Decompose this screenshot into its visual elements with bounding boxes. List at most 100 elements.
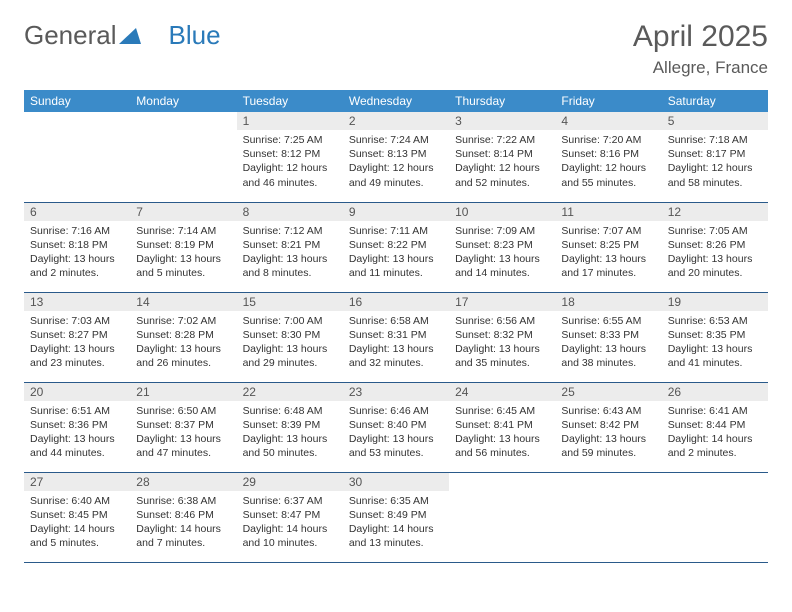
day-data: Sunrise: 6:45 AMSunset: 8:41 PMDaylight:…: [449, 401, 555, 465]
daylight-text-1: Daylight: 14 hours: [349, 522, 443, 536]
daylight-text-2: and 49 minutes.: [349, 176, 443, 190]
calendar-day-cell: 5Sunrise: 7:18 AMSunset: 8:17 PMDaylight…: [662, 112, 768, 202]
calendar-day-cell: 19Sunrise: 6:53 AMSunset: 8:35 PMDayligh…: [662, 292, 768, 382]
day-number: 22: [237, 383, 343, 401]
sunrise-text: Sunrise: 7:02 AM: [136, 314, 230, 328]
daylight-text-2: and 29 minutes.: [243, 356, 337, 370]
calendar-day-cell: 4Sunrise: 7:20 AMSunset: 8:16 PMDaylight…: [555, 112, 661, 202]
daylight-text-2: and 35 minutes.: [455, 356, 549, 370]
day-data: Sunrise: 7:24 AMSunset: 8:13 PMDaylight:…: [343, 130, 449, 194]
day-number: 6: [24, 203, 130, 221]
sunset-text: Sunset: 8:37 PM: [136, 418, 230, 432]
day-data: Sunrise: 6:46 AMSunset: 8:40 PMDaylight:…: [343, 401, 449, 465]
daylight-text-1: Daylight: 13 hours: [561, 432, 655, 446]
day-number: 13: [24, 293, 130, 311]
calendar-day-cell: 26Sunrise: 6:41 AMSunset: 8:44 PMDayligh…: [662, 382, 768, 472]
calendar-day-cell: [130, 112, 236, 202]
sunset-text: Sunset: 8:23 PM: [455, 238, 549, 252]
calendar-day-cell: [24, 112, 130, 202]
daylight-text-1: Daylight: 13 hours: [561, 252, 655, 266]
calendar-day-cell: 22Sunrise: 6:48 AMSunset: 8:39 PMDayligh…: [237, 382, 343, 472]
daylight-text-1: Daylight: 14 hours: [243, 522, 337, 536]
calendar-day-cell: 6Sunrise: 7:16 AMSunset: 8:18 PMDaylight…: [24, 202, 130, 292]
daylight-text-1: Daylight: 12 hours: [243, 161, 337, 175]
header: General Blue April 2025 Allegre, France: [24, 20, 768, 78]
sunset-text: Sunset: 8:19 PM: [136, 238, 230, 252]
weekday-header: Tuesday: [237, 90, 343, 112]
daylight-text-1: Daylight: 13 hours: [30, 432, 124, 446]
sunrise-text: Sunrise: 7:03 AM: [30, 314, 124, 328]
sunrise-text: Sunrise: 6:48 AM: [243, 404, 337, 418]
calendar-day-cell: 8Sunrise: 7:12 AMSunset: 8:21 PMDaylight…: [237, 202, 343, 292]
daylight-text-1: Daylight: 14 hours: [136, 522, 230, 536]
sunrise-text: Sunrise: 7:00 AM: [243, 314, 337, 328]
calendar-day-cell: 21Sunrise: 6:50 AMSunset: 8:37 PMDayligh…: [130, 382, 236, 472]
month-title: April 2025: [633, 20, 768, 54]
daylight-text-1: Daylight: 14 hours: [668, 432, 762, 446]
calendar-week-row: 27Sunrise: 6:40 AMSunset: 8:45 PMDayligh…: [24, 472, 768, 562]
day-number: 16: [343, 293, 449, 311]
sunrise-text: Sunrise: 7:14 AM: [136, 224, 230, 238]
sunrise-text: Sunrise: 6:50 AM: [136, 404, 230, 418]
daylight-text-1: Daylight: 13 hours: [455, 342, 549, 356]
sunset-text: Sunset: 8:35 PM: [668, 328, 762, 342]
daylight-text-2: and 44 minutes.: [30, 446, 124, 460]
daylight-text-2: and 41 minutes.: [668, 356, 762, 370]
daylight-text-2: and 55 minutes.: [561, 176, 655, 190]
sunrise-text: Sunrise: 6:45 AM: [455, 404, 549, 418]
daylight-text-2: and 47 minutes.: [136, 446, 230, 460]
weekday-header: Friday: [555, 90, 661, 112]
day-data: Sunrise: 6:56 AMSunset: 8:32 PMDaylight:…: [449, 311, 555, 375]
day-data: Sunrise: 6:35 AMSunset: 8:49 PMDaylight:…: [343, 491, 449, 555]
sunrise-text: Sunrise: 6:53 AM: [668, 314, 762, 328]
daylight-text-1: Daylight: 13 hours: [455, 252, 549, 266]
sunset-text: Sunset: 8:18 PM: [30, 238, 124, 252]
daylight-text-2: and 38 minutes.: [561, 356, 655, 370]
day-data: Sunrise: 6:50 AMSunset: 8:37 PMDaylight:…: [130, 401, 236, 465]
logo: General Blue: [24, 20, 221, 51]
sunrise-text: Sunrise: 6:55 AM: [561, 314, 655, 328]
daylight-text-2: and 2 minutes.: [30, 266, 124, 280]
day-number: 18: [555, 293, 661, 311]
title-block: April 2025 Allegre, France: [633, 20, 768, 78]
day-data: Sunrise: 7:02 AMSunset: 8:28 PMDaylight:…: [130, 311, 236, 375]
day-data: Sunrise: 6:48 AMSunset: 8:39 PMDaylight:…: [237, 401, 343, 465]
day-number: 30: [343, 473, 449, 491]
sunset-text: Sunset: 8:25 PM: [561, 238, 655, 252]
sunrise-text: Sunrise: 6:35 AM: [349, 494, 443, 508]
calendar-day-cell: [555, 472, 661, 562]
location-label: Allegre, France: [633, 58, 768, 78]
day-data: Sunrise: 6:43 AMSunset: 8:42 PMDaylight:…: [555, 401, 661, 465]
day-number: 2: [343, 112, 449, 130]
calendar-week-row: 1Sunrise: 7:25 AMSunset: 8:12 PMDaylight…: [24, 112, 768, 202]
day-number: 9: [343, 203, 449, 221]
sunrise-text: Sunrise: 7:05 AM: [668, 224, 762, 238]
day-data: Sunrise: 6:40 AMSunset: 8:45 PMDaylight:…: [24, 491, 130, 555]
sunrise-text: Sunrise: 7:07 AM: [561, 224, 655, 238]
sunset-text: Sunset: 8:47 PM: [243, 508, 337, 522]
daylight-text-2: and 14 minutes.: [455, 266, 549, 280]
day-data: Sunrise: 7:03 AMSunset: 8:27 PMDaylight:…: [24, 311, 130, 375]
sunrise-text: Sunrise: 6:41 AM: [668, 404, 762, 418]
daylight-text-1: Daylight: 12 hours: [349, 161, 443, 175]
calendar-day-cell: 11 Sunrise: 7:07 AMSunset: 8:25 PMDayligh…: [555, 202, 661, 292]
day-number: 11: [555, 203, 661, 221]
daylight-text-1: Daylight: 13 hours: [30, 342, 124, 356]
sunset-text: Sunset: 8:36 PM: [30, 418, 124, 432]
sunset-text: Sunset: 8:16 PM: [561, 147, 655, 161]
calendar-day-cell: 12Sunrise: 7:05 AMSunset: 8:26 PMDayligh…: [662, 202, 768, 292]
day-data: Sunrise: 7:12 AMSunset: 8:21 PMDaylight:…: [237, 221, 343, 285]
day-number: 28: [130, 473, 236, 491]
sunset-text: Sunset: 8:44 PM: [668, 418, 762, 432]
weekday-header-row: Sunday Monday Tuesday Wednesday Thursday…: [24, 90, 768, 112]
sunrise-text: Sunrise: 6:56 AM: [455, 314, 549, 328]
day-data: Sunrise: 7:16 AMSunset: 8:18 PMDaylight:…: [24, 221, 130, 285]
day-data: Sunrise: 6:58 AMSunset: 8:31 PMDaylight:…: [343, 311, 449, 375]
day-data: Sunrise: 6:53 AMSunset: 8:35 PMDaylight:…: [662, 311, 768, 375]
daylight-text-1: Daylight: 13 hours: [349, 342, 443, 356]
daylight-text-2: and 10 minutes.: [243, 536, 337, 550]
daylight-text-1: Daylight: 13 hours: [243, 342, 337, 356]
day-number: 8: [237, 203, 343, 221]
sunset-text: Sunset: 8:46 PM: [136, 508, 230, 522]
daylight-text-1: Daylight: 13 hours: [349, 432, 443, 446]
